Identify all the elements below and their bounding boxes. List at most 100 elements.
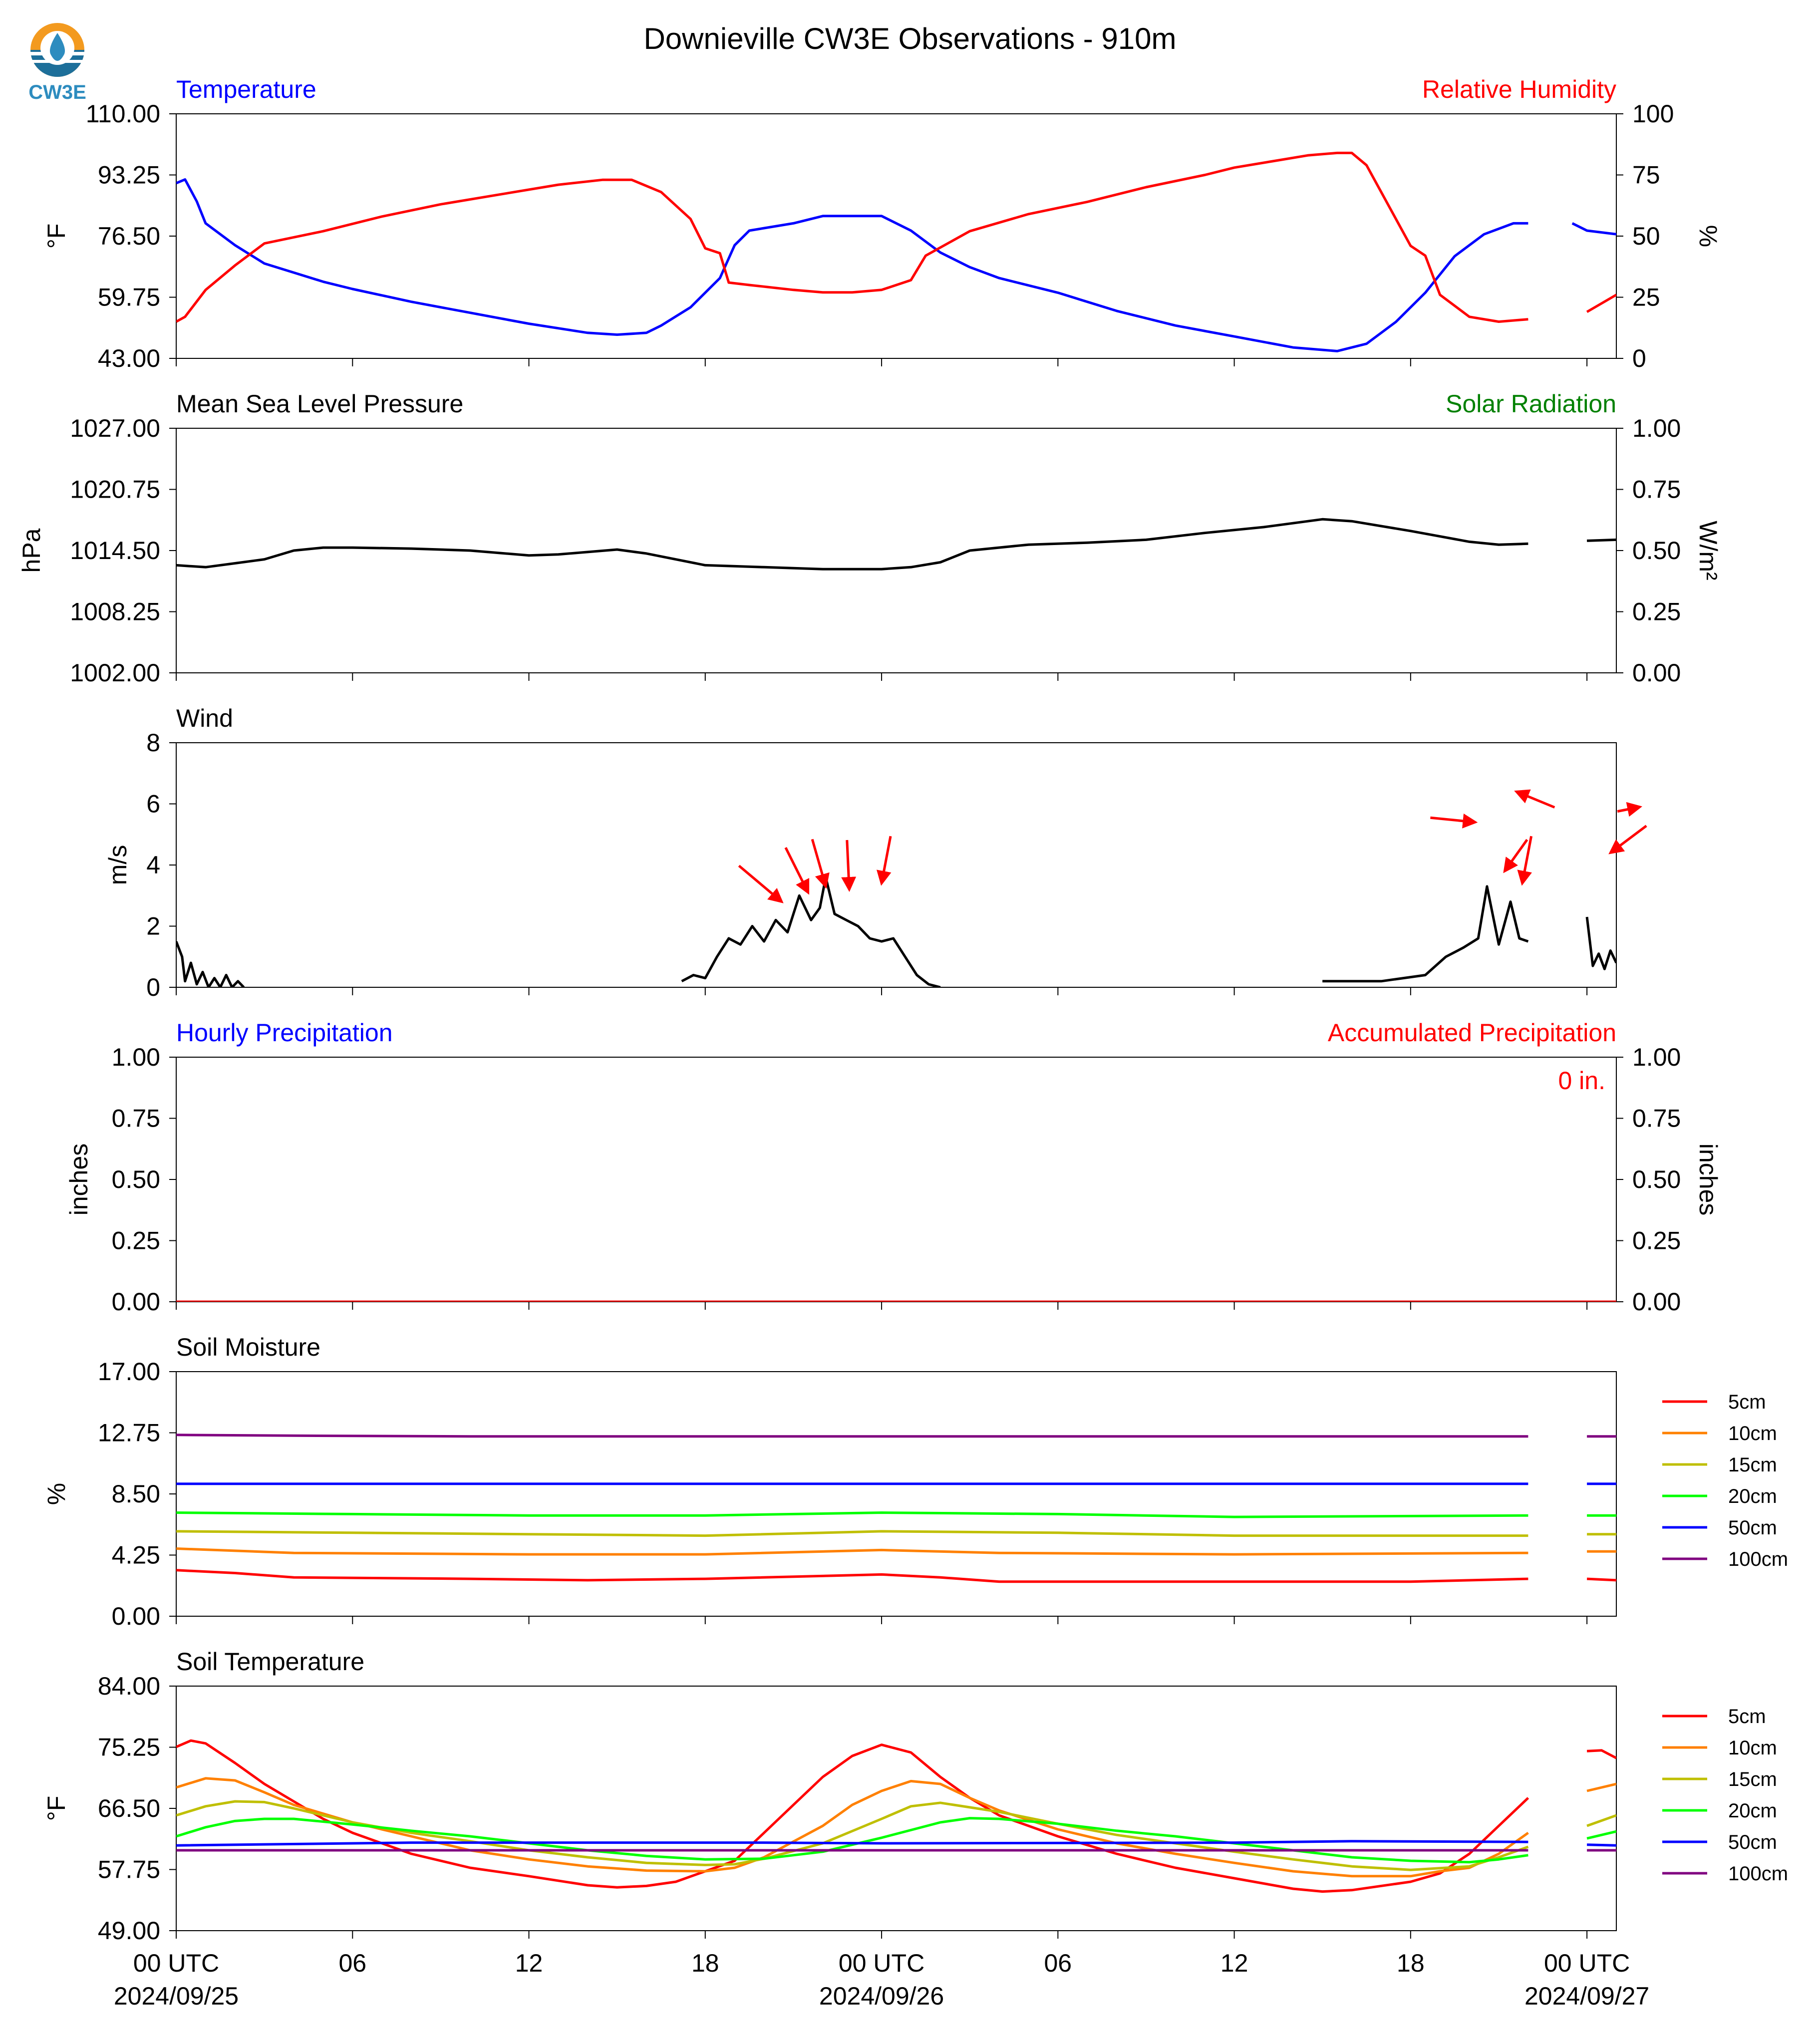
x-tick-label: 18 [1397, 1949, 1425, 1977]
x-tick-label: 00 UTC [1544, 1949, 1630, 1977]
legend-entry: 5cm [1728, 1706, 1766, 1728]
y-right-tick-label: 0.75 [1632, 476, 1681, 504]
wind-arrow [1608, 825, 1647, 855]
y-right-tick-label: 0.25 [1632, 1227, 1681, 1255]
wind-arrow [811, 839, 830, 889]
y-tick-label: 1027.00 [70, 414, 160, 442]
y-tick-label: 66.50 [98, 1794, 160, 1822]
x-tick-label: 00 UTC [133, 1949, 219, 1977]
chart-panels: 43.00 59.75 76.50 93.25 110.00 0 25 50 75 100 Temp… [17, 75, 1788, 1945]
series-line-mean-sea-level-pressure [176, 518, 1528, 571]
y-right-tick-label: 0.50 [1632, 1165, 1681, 1193]
y-tick-label: 49.00 [98, 1917, 160, 1945]
x-tick-label: 06 [1044, 1949, 1072, 1977]
y-tick-label: 0.00 [112, 1288, 160, 1316]
legend-entry: 10cm [1728, 1423, 1777, 1445]
x-date-label: 2024/09/27 [1524, 1982, 1649, 2010]
y-right-tick-label: 0 [1632, 344, 1646, 372]
legend-entry: 50cm [1728, 1517, 1777, 1539]
panel-temp-rh: 43.00 59.75 76.50 93.25 110.00 0 25 50 75 100 Temp… [42, 75, 1722, 372]
y-right-tick-label: 1.00 [1632, 1043, 1681, 1071]
cw3e-droplet-logo-icon [30, 23, 84, 77]
panel-right-title: Solar Radiation [1446, 390, 1616, 418]
series-group [176, 1739, 1616, 1893]
panel-soil-moisture: 0.00 4.25 8.50 12.75 17.00 Soil Moisture% 5cm 1… [42, 1333, 1788, 1630]
y-axis-label: inches [65, 1144, 93, 1216]
x-date-label: 2024/09/25 [114, 1982, 239, 2010]
series-line-15cm [176, 1530, 1528, 1537]
panel-title: Mean Sea Level Pressure [176, 390, 463, 418]
series-line-5cm [1586, 1749, 1616, 1759]
y-tick-label: 1008.25 [70, 598, 160, 626]
legend: 5cm 10cm 15cm 20cm 50cm 100cm [1662, 1391, 1788, 1570]
y-tick-label: 59.75 [98, 284, 160, 311]
wind-arrow [1517, 836, 1533, 886]
y-right-tick-label: 0.00 [1632, 1288, 1681, 1316]
series-line-10cm [1586, 1782, 1616, 1792]
x-axis: 00 UTC 06 12 18 00 UTC 06 12 18 00 UTC 2024/09/25… [114, 1949, 1649, 2010]
y-tick-label: 0 [146, 973, 160, 1001]
series-line-relative-humidity [1586, 293, 1616, 313]
series-group [176, 876, 1616, 987]
y-right-tick-label: 100 [1632, 100, 1674, 128]
wind-arrow [1430, 813, 1478, 829]
y-axis-label: °F [42, 1796, 70, 1821]
legend-entry: 5cm [1728, 1391, 1766, 1413]
series-line-20cm [1586, 1830, 1616, 1840]
series-group [176, 518, 1616, 571]
series-group [176, 1434, 1616, 1583]
panel-title: Temperature [176, 75, 316, 103]
series-line-100cm [176, 1434, 1528, 1438]
wind-arrow [841, 840, 857, 892]
y-right-tick-label: 75 [1632, 161, 1660, 189]
x-tick-label: 12 [1220, 1949, 1248, 1977]
panel-right-title: Accumulated Precipitation [1328, 1019, 1616, 1047]
y-right-axis-label: % [1694, 225, 1722, 247]
y-tick-label: 57.75 [98, 1856, 160, 1884]
wind-arrow [1503, 839, 1528, 873]
y-right-tick-label: 0.00 [1632, 659, 1681, 687]
y-tick-label: 8 [146, 729, 160, 757]
y-tick-label: 0.75 [112, 1105, 160, 1133]
panel-soil-temperature: 49.00 57.75 66.50 75.25 84.00 Soil Temperatur… [42, 1648, 1788, 1945]
y-right-tick-label: 0.75 [1632, 1105, 1681, 1133]
x-tick-label: 18 [691, 1949, 719, 1977]
y-right-tick-label: 50 [1632, 222, 1660, 250]
wind-arrow [738, 865, 784, 903]
x-tick-label: 12 [515, 1949, 543, 1977]
legend-entry: 100cm [1728, 1548, 1788, 1570]
legend-entry: 15cm [1728, 1768, 1777, 1790]
y-tick-label: 93.25 [98, 161, 160, 189]
y-axis-label: hPa [17, 528, 45, 573]
y-tick-label: 110.00 [86, 100, 160, 128]
series-line-20cm [176, 1817, 1528, 1864]
y-tick-label: 4 [146, 851, 160, 879]
y-tick-label: 1002.00 [70, 659, 160, 687]
series-line-5cm [1586, 1577, 1616, 1582]
y-tick-label: 0.50 [112, 1165, 160, 1193]
panel-title: Soil Temperature [176, 1648, 364, 1676]
panel-wind: 0 2 4 6 8 Wind m/s [104, 704, 1647, 1001]
y-axis-label: % [42, 1483, 70, 1505]
logo-text: CW3E [28, 81, 86, 103]
y-right-tick-label: 0.50 [1632, 537, 1681, 565]
y-tick-label: 4.25 [112, 1541, 160, 1569]
series-line-5cm [176, 1569, 1528, 1583]
x-tick-label: 00 UTC [839, 1949, 924, 1977]
x-tick-label: 06 [338, 1949, 366, 1977]
series-line-wind [681, 876, 941, 987]
y-tick-label: 75.25 [98, 1734, 160, 1761]
y-tick-label: 76.50 [98, 222, 160, 250]
y-tick-label: 84.00 [98, 1672, 160, 1700]
panel-pressure: 1002.00 1008.25 1014.50 1020.75 1027.00 0.00 0… [17, 390, 1722, 687]
series-line-temperature [1571, 222, 1616, 236]
y-right-tick-label: 25 [1632, 284, 1660, 311]
y-tick-label: 1020.75 [70, 476, 160, 504]
y-tick-label: 0.00 [112, 1602, 160, 1630]
panel-title: Hourly Precipitation [176, 1019, 393, 1047]
wind-arrow [877, 836, 892, 886]
y-tick-label: 43.00 [98, 344, 160, 372]
series-line-wind [176, 941, 245, 987]
series-group [176, 151, 1616, 352]
